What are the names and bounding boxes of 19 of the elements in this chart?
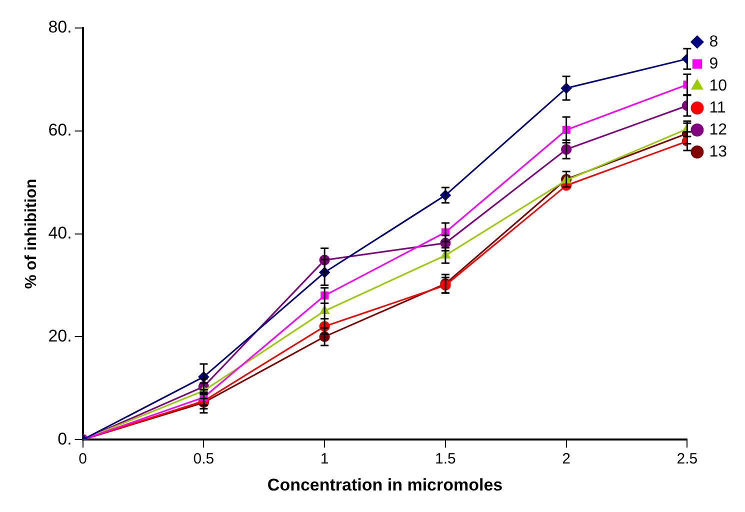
y-tick-label: 60. [48,120,72,140]
y-tick-label: 80. [48,18,72,37]
x-axis-title: Concentration in micromoles [267,475,503,494]
legend-label: 13 [709,143,728,160]
y-tick-label: 40. [48,223,72,242]
x-tick-label: 2.5 [676,450,698,468]
x-tick-label: 1 [320,450,329,468]
legend-label: 11 [709,99,726,116]
x-tick-label: 0 [78,450,88,468]
x-tick-label: 0.5 [193,450,214,468]
y-tick-label: 20. [48,326,72,346]
legend-label: 9 [709,55,718,72]
x-tick-label: 1.5 [435,450,456,468]
x-tick-label: 2 [562,450,570,468]
legend-label: 10 [709,77,728,94]
y-tick-label: 0. [58,429,72,448]
y-axis-title: % of inhibition [23,178,40,289]
legend-label: 8 [709,33,718,50]
legend-label: 12 [709,121,728,138]
